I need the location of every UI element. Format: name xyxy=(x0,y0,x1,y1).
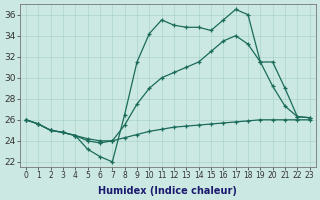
X-axis label: Humidex (Indice chaleur): Humidex (Indice chaleur) xyxy=(98,186,237,196)
